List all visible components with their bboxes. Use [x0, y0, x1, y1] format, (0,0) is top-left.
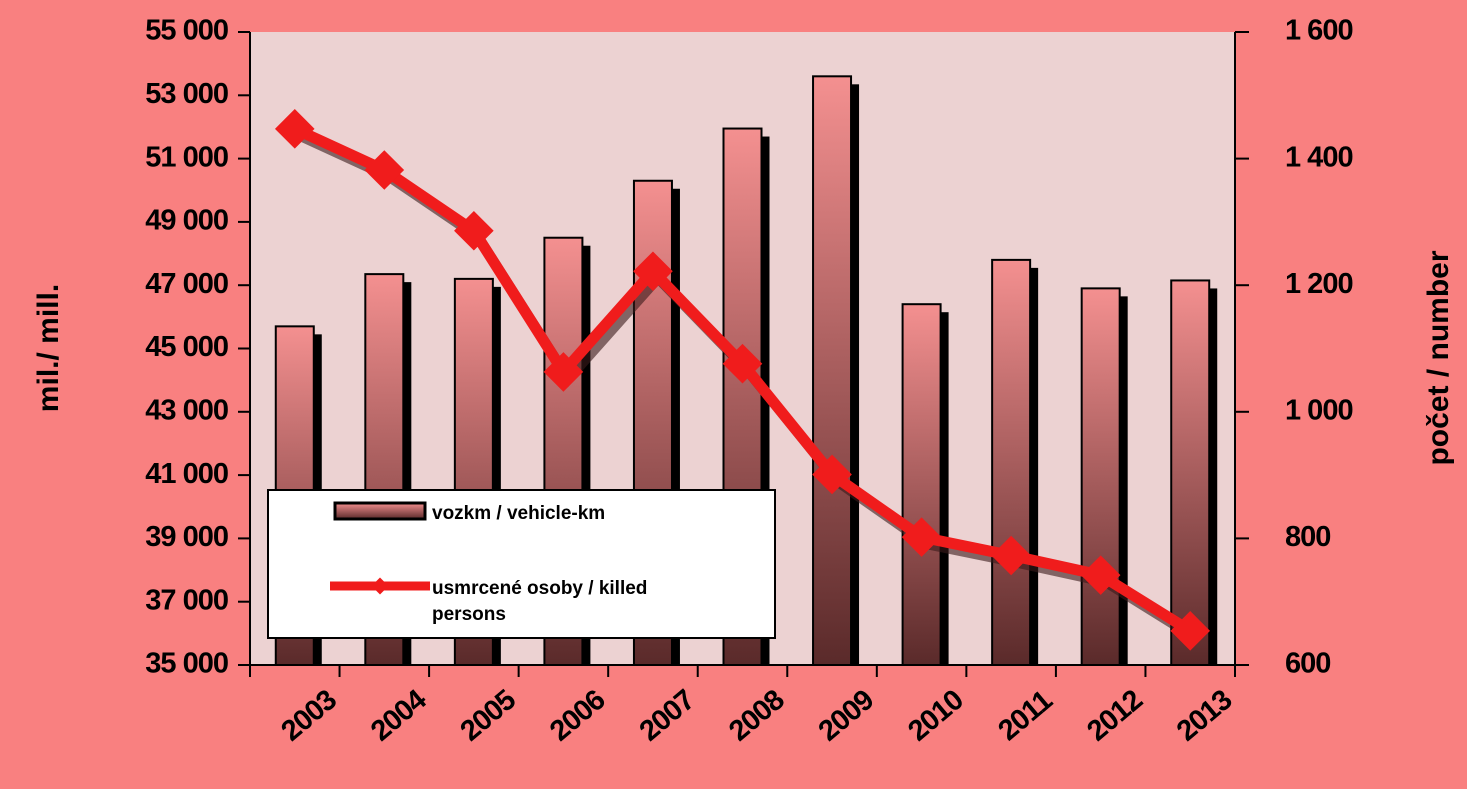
y2-tick-label: 600 — [1285, 648, 1330, 680]
y-tick-label: 47 000 — [145, 268, 228, 300]
legend-swatch — [333, 501, 427, 521]
marker — [901, 517, 942, 557]
bar — [1170, 279, 1211, 666]
y-tick-label: 51 000 — [145, 141, 228, 173]
marker — [812, 454, 852, 495]
x-tick-label: 2006 — [544, 684, 612, 748]
bar — [991, 258, 1032, 666]
x-tick-label: 2010 — [902, 684, 969, 747]
y-tick-label: 53 000 — [145, 78, 228, 110]
x-tick-label: 2013 — [1171, 684, 1239, 748]
y-tick-label: 43 000 — [145, 394, 228, 426]
y-tick-label: 49 000 — [145, 205, 228, 237]
marker — [454, 210, 494, 251]
y-tick-label: 55 000 — [145, 15, 228, 47]
marker — [364, 150, 405, 190]
marker — [1170, 611, 1211, 651]
y-tick-label: 41 000 — [145, 458, 228, 490]
y2-tick-label: 1 600 — [1285, 15, 1353, 47]
x-tick-label: 2005 — [455, 684, 523, 748]
y2-tick-label: 1 400 — [1285, 141, 1353, 173]
x-tick-label: 2012 — [1081, 684, 1148, 747]
y2-tick-label: 1 000 — [1285, 394, 1353, 426]
x-tick-label: 2011 — [992, 684, 1058, 747]
bar — [901, 303, 942, 666]
legend-label: vozkm / vehicle-km — [432, 503, 605, 524]
marker — [722, 343, 763, 384]
y2-tick-label: 1 200 — [1285, 268, 1353, 300]
x-tick-label: 2008 — [723, 684, 791, 748]
x-tick-label: 2004 — [365, 684, 433, 748]
y2-tick-label: 800 — [1285, 521, 1330, 553]
y-tick-label: 37 000 — [145, 584, 228, 616]
y-axis-title: mil./ mill. — [32, 284, 65, 412]
x-tick-label: 2003 — [275, 684, 343, 748]
bar — [812, 75, 853, 666]
legend-marker — [371, 577, 389, 595]
x-tick-label: 2009 — [813, 684, 881, 748]
marker — [991, 535, 1031, 576]
legend-label: usmrcené osoby / killed persons — [432, 578, 647, 625]
legend: vozkm / vehicle-km usmrcené osoby / kille… — [267, 489, 776, 639]
y-tick-label: 35 000 — [145, 648, 228, 680]
marker — [1080, 555, 1121, 595]
bar — [1080, 287, 1121, 666]
marker — [633, 251, 673, 292]
y2-axis-title: počet / number — [1422, 250, 1455, 465]
y-tick-label: 45 000 — [145, 331, 228, 363]
y-tick-label: 39 000 — [145, 521, 228, 553]
marker — [543, 352, 584, 392]
x-tick-label: 2007 — [634, 684, 701, 747]
